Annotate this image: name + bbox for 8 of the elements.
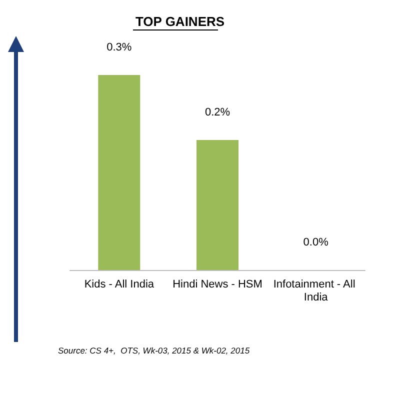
data-label: 0.0% xyxy=(303,236,329,248)
data-label: 0.2% xyxy=(204,106,230,118)
x-tick-label: Kids - All India xyxy=(84,278,155,290)
chart-title: TOP GAINERS xyxy=(135,14,225,29)
data-label: 0.3% xyxy=(106,42,132,54)
x-tick-label: Hindi News - HSM xyxy=(172,278,262,290)
source-note: Source: CS 4+, OTS, Wk-03, 2015 & Wk-02, 2015 xyxy=(58,346,250,356)
x-tick-label: Infotainment - All India xyxy=(273,278,358,304)
